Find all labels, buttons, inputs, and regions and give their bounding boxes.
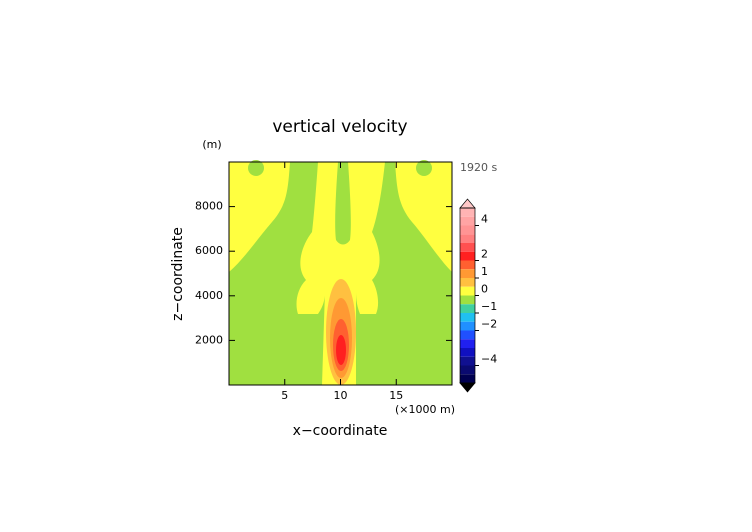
chart-title: vertical velocity bbox=[272, 117, 407, 137]
colorbar-tick-label: 0 bbox=[481, 283, 488, 296]
contour-field bbox=[229, 160, 452, 385]
colorbar-band bbox=[460, 269, 475, 278]
time-label: 1920 s bbox=[460, 161, 497, 174]
x-tick-label: 5 bbox=[281, 389, 288, 402]
contour-region bbox=[416, 160, 432, 176]
x-axis-label: x−coordinate bbox=[293, 423, 388, 439]
colorbar-tick-label: −4 bbox=[481, 353, 497, 366]
colorbar-band bbox=[460, 304, 475, 313]
y-tick-label: 4000 bbox=[195, 289, 223, 302]
colorbar-band bbox=[460, 286, 475, 296]
colorbar-over bbox=[459, 198, 476, 209]
colorbar-band bbox=[460, 339, 475, 348]
colorbar-band bbox=[460, 356, 475, 366]
contour-region bbox=[395, 162, 452, 272]
colorbar-band bbox=[460, 260, 475, 270]
x-unit: (×1000 m) bbox=[395, 403, 455, 416]
y-axis-label: z−coordinate bbox=[170, 227, 186, 321]
colorbar-band bbox=[460, 330, 475, 340]
colorbar-band bbox=[460, 208, 475, 217]
colorbar-band bbox=[460, 234, 475, 243]
colorbar-band bbox=[460, 313, 475, 322]
x-tick-label: 15 bbox=[389, 389, 403, 402]
colorbar-tick-label: −1 bbox=[481, 300, 497, 313]
colorbar-band bbox=[460, 348, 475, 357]
colorbar-band bbox=[460, 365, 475, 375]
contour-region bbox=[336, 335, 346, 365]
colorbar-band bbox=[460, 225, 475, 235]
colorbar-band bbox=[460, 278, 475, 287]
colorbar-tick-label: 2 bbox=[481, 248, 488, 261]
contour-region bbox=[229, 162, 290, 272]
y-unit: (m) bbox=[202, 138, 221, 151]
y-tick-label: 8000 bbox=[195, 200, 223, 213]
colorbar-tick-label: −2 bbox=[481, 318, 497, 331]
y-tick-label: 2000 bbox=[195, 333, 223, 346]
contour-region bbox=[296, 162, 385, 385]
colorbar-tick-label: 4 bbox=[481, 213, 488, 226]
x-tick-label: 10 bbox=[334, 389, 348, 402]
colorbar-under bbox=[459, 382, 476, 393]
y-tick-label: 6000 bbox=[195, 244, 223, 257]
colorbar-band bbox=[460, 243, 475, 252]
contour-region bbox=[248, 160, 264, 176]
colorbar-tick-label: 1 bbox=[481, 265, 488, 278]
colorbar-band bbox=[460, 374, 475, 383]
colorbar-band bbox=[460, 251, 475, 261]
colorbar-band bbox=[460, 321, 475, 331]
colorbar-band bbox=[460, 295, 475, 305]
colorbar-band bbox=[460, 216, 475, 226]
